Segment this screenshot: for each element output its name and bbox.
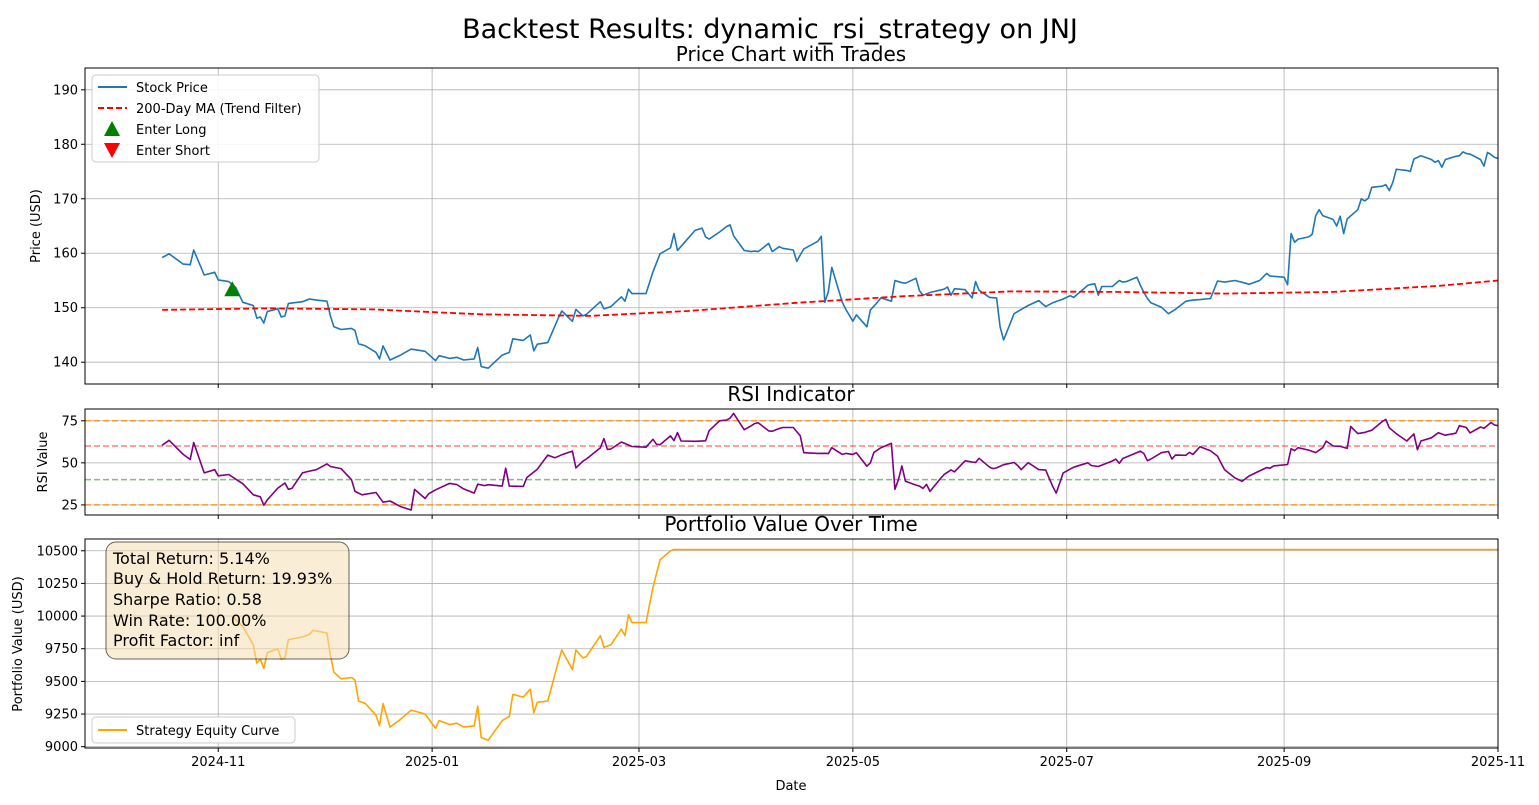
legend-label-stock-price: Stock Price [136, 81, 208, 96]
price-y-ticks: 140 150 160 170 180 190 [53, 83, 85, 371]
price-y-tick-label: 180 [53, 138, 78, 153]
x-axis-label: Date [775, 779, 806, 794]
portfolio-y-tick-label: 9750 [45, 642, 78, 657]
x-tick-label: 2025-09 [1257, 755, 1311, 770]
portfolio-y-tick-label: 9250 [45, 708, 78, 723]
portfolio-y-label: Portfolio Value (USD) [11, 576, 26, 711]
portfolio-legend: Strategy Equity Curve [91, 716, 296, 744]
strategy-equity-curve-line [231, 548, 1498, 741]
price-panel-title: Price Chart with Trades [676, 42, 906, 66]
price-x-ticks [217, 384, 1499, 388]
rsi-y-ticks: 25 50 75 [61, 414, 85, 513]
portfolio-y-ticks: 9000 9250 9500 9750 10000 10250 10500 [37, 544, 85, 755]
legend-label-enter-long: Enter Long [136, 123, 206, 138]
x-tick-label: 2025-03 [612, 755, 666, 770]
price-legend: Stock Price 200-Day MA (Trend Filter) En… [91, 74, 320, 163]
portfolio-y-tick-label: 9500 [45, 675, 78, 690]
rsi-y-tick-label: 75 [61, 414, 78, 429]
rsi-plot-area [161, 412, 1498, 511]
legend-label-enter-short: Enter Short [136, 144, 210, 159]
rsi-y-label: RSI Value [36, 432, 51, 493]
enter-long-marker [224, 281, 241, 297]
portfolio-panel-title: Portfolio Value Over Time [664, 512, 917, 536]
price-y-tick-label: 160 [53, 247, 78, 262]
portfolio-y-tick-label: 10250 [37, 577, 78, 592]
legend-label-moving-average: 200-Day MA (Trend Filter) [136, 102, 302, 117]
price-y-tick-label: 140 [53, 356, 78, 371]
legend-swatch-enter-long [104, 121, 120, 136]
200-day-ma-trend-filter-line [162, 279, 1498, 317]
price-y-tick-label: 170 [53, 192, 78, 207]
portfolio-y-tick-label: 10500 [37, 544, 78, 559]
rsi-axes-frame [84, 408, 1499, 516]
stat-total-return: Total Return: 5.14% [112, 549, 270, 568]
legend-swatch-enter-short [104, 143, 120, 158]
price-y-tick-label: 150 [53, 301, 78, 316]
stock-price-line [161, 151, 1498, 369]
x-tick-label: 2025-11 [1471, 755, 1525, 770]
price-y-tick-label: 190 [53, 83, 78, 98]
stats-box: Total Return: 5.14% Buy & Hold Return: 1… [105, 541, 350, 660]
price-panel: Price Chart with Trades 1401501601701801… [29, 42, 1499, 388]
price-plot-area [161, 151, 1498, 369]
portfolio-x-ticks: 2024-11 2025-01 2025-03 2025-05 2025-07 2025-… [191, 748, 1525, 770]
stat-win-rate: Win Rate: 100.00% [113, 611, 267, 630]
portfolio-y-tick-label: 9000 [45, 740, 78, 755]
portfolio-axes-frame [84, 538, 1499, 749]
x-tick-label: 2024-11 [191, 755, 245, 770]
legend-label-equity-curve: Strategy Equity Curve [136, 724, 279, 739]
price-y-label: Price (USD) [29, 189, 44, 263]
x-tick-label: 2025-01 [405, 755, 459, 770]
rsi-x-ticks [217, 515, 1499, 519]
portfolio-plot-area [231, 548, 1498, 741]
rsi-panel-title: RSI Indicator [727, 382, 855, 406]
portfolio-panel: Portfolio Value Over Time 9000 9250 9500 97… [11, 512, 1525, 794]
x-tick-label: 2025-07 [1040, 755, 1094, 770]
price-grid [85, 68, 1499, 384]
portfolio-y-tick-label: 10000 [37, 610, 78, 625]
rsi-line [161, 412, 1498, 511]
rsi-grid [85, 409, 1499, 515]
stat-profit-factor: Profit Factor: inf [113, 631, 240, 650]
x-tick-label: 2025-05 [826, 755, 880, 770]
rsi-y-tick-label: 50 [61, 456, 78, 471]
rsi-panel: RSI Indicator 25 50 75 RSI Value [36, 382, 1499, 519]
stat-sharpe-ratio: Sharpe Ratio: 0.58 [113, 590, 262, 609]
figure-title: Backtest Results: dynamic_rsi_strategy o… [462, 14, 1078, 45]
stat-buy-hold-return: Buy & Hold Return: 19.93% [113, 569, 332, 588]
rsi-reference-lines [85, 420, 1498, 506]
rsi-y-tick-label: 25 [61, 498, 78, 513]
price-axes-frame [84, 67, 1499, 385]
